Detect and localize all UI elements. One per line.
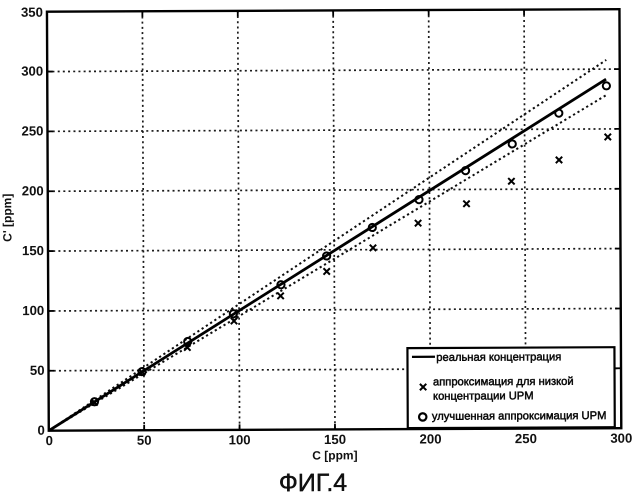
- svg-text:50: 50: [30, 363, 45, 378]
- svg-text:0: 0: [37, 423, 44, 438]
- svg-text:200: 200: [419, 431, 441, 446]
- svg-text:100: 100: [229, 432, 251, 447]
- svg-text:250: 250: [515, 431, 537, 446]
- svg-text:350: 350: [21, 5, 43, 20]
- svg-text:300: 300: [610, 431, 632, 446]
- svg-text:250: 250: [21, 123, 43, 138]
- svg-text:концентрации UPM: концентрации UPM: [433, 390, 534, 402]
- svg-text:100: 100: [22, 303, 44, 318]
- svg-text:ФИГ.4: ФИГ.4: [279, 469, 348, 497]
- svg-text:C' [ppm]: C' [ppm]: [0, 194, 14, 242]
- svg-text:200: 200: [22, 183, 44, 198]
- svg-text:0: 0: [46, 433, 53, 448]
- svg-text:300: 300: [21, 64, 43, 79]
- svg-text:150: 150: [22, 243, 44, 258]
- svg-text:C [ppm]: C [ppm]: [312, 448, 357, 462]
- svg-text:50: 50: [137, 433, 152, 448]
- svg-text:аппроксимация для низкой: аппроксимация для низкой: [433, 376, 574, 389]
- svg-text:реальная концентрация: реальная концентрация: [436, 351, 561, 364]
- svg-text:150: 150: [324, 432, 346, 447]
- svg-text:улучшенная аппроксимация UPM: улучшенная аппроксимация UPM: [432, 410, 607, 423]
